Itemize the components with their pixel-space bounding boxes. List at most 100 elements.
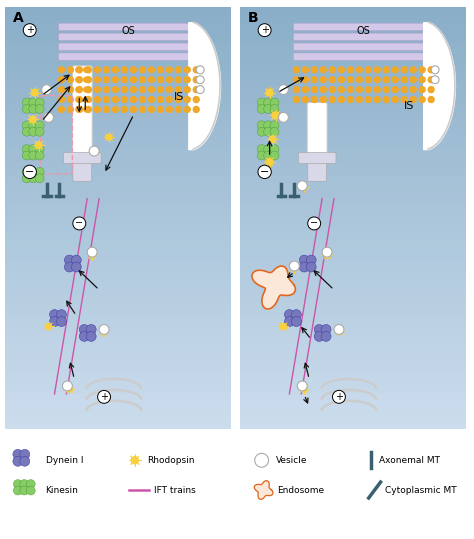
Circle shape xyxy=(193,77,199,82)
Bar xyxy=(240,358,466,365)
Circle shape xyxy=(284,316,294,327)
Bar xyxy=(5,414,231,421)
Bar xyxy=(5,365,231,372)
Text: +: + xyxy=(26,25,34,35)
Bar xyxy=(240,29,466,36)
Circle shape xyxy=(410,77,416,82)
Bar xyxy=(5,36,231,43)
Bar xyxy=(5,211,231,218)
Circle shape xyxy=(356,87,362,93)
Circle shape xyxy=(84,77,89,82)
Bar xyxy=(5,197,231,204)
Bar xyxy=(240,127,466,134)
Circle shape xyxy=(58,67,64,73)
FancyBboxPatch shape xyxy=(293,43,434,51)
Text: B: B xyxy=(248,11,258,25)
Circle shape xyxy=(131,457,138,464)
Circle shape xyxy=(302,77,308,82)
Circle shape xyxy=(410,96,416,102)
Bar xyxy=(5,225,231,232)
Circle shape xyxy=(302,67,308,73)
Circle shape xyxy=(320,96,326,102)
Circle shape xyxy=(76,87,81,92)
Circle shape xyxy=(139,67,146,73)
Circle shape xyxy=(76,67,81,72)
Circle shape xyxy=(72,255,81,265)
Polygon shape xyxy=(255,481,273,499)
Circle shape xyxy=(67,77,73,82)
Circle shape xyxy=(336,328,342,334)
Circle shape xyxy=(76,96,82,102)
Bar xyxy=(240,43,466,50)
Circle shape xyxy=(264,151,273,160)
Text: Dynein I: Dynein I xyxy=(46,456,83,465)
Bar xyxy=(5,246,231,253)
Circle shape xyxy=(29,127,37,136)
Circle shape xyxy=(184,107,190,113)
Bar xyxy=(5,372,231,379)
Circle shape xyxy=(311,96,317,102)
Circle shape xyxy=(284,309,294,320)
FancyBboxPatch shape xyxy=(307,102,327,161)
FancyBboxPatch shape xyxy=(293,53,434,60)
Bar xyxy=(240,15,466,22)
Circle shape xyxy=(301,184,307,190)
Circle shape xyxy=(428,96,434,102)
Circle shape xyxy=(401,77,407,82)
Circle shape xyxy=(130,96,137,102)
Circle shape xyxy=(392,96,398,102)
Bar xyxy=(5,22,231,29)
Bar xyxy=(240,155,466,162)
Circle shape xyxy=(365,77,371,82)
Bar xyxy=(5,106,231,113)
Bar xyxy=(5,302,231,309)
Circle shape xyxy=(157,96,163,102)
Bar xyxy=(5,92,231,99)
Bar xyxy=(240,134,466,141)
Bar xyxy=(240,239,466,246)
Circle shape xyxy=(103,77,109,82)
Bar xyxy=(5,386,231,393)
Bar xyxy=(240,162,466,169)
Circle shape xyxy=(22,168,31,176)
Circle shape xyxy=(22,98,31,107)
Circle shape xyxy=(84,87,89,92)
Circle shape xyxy=(67,67,73,73)
Circle shape xyxy=(293,77,299,82)
Bar xyxy=(240,218,466,225)
Circle shape xyxy=(85,67,91,73)
Circle shape xyxy=(35,168,44,176)
Circle shape xyxy=(148,77,154,82)
Bar xyxy=(5,148,231,155)
Circle shape xyxy=(66,386,73,392)
Bar xyxy=(240,337,466,344)
Bar xyxy=(5,190,231,197)
Circle shape xyxy=(63,381,73,391)
Bar xyxy=(5,176,231,183)
Bar xyxy=(240,120,466,127)
Bar xyxy=(5,260,231,267)
Text: Cytoplasmic MT: Cytoplasmic MT xyxy=(384,486,456,494)
Circle shape xyxy=(338,87,344,93)
Circle shape xyxy=(31,89,38,96)
Circle shape xyxy=(85,77,91,82)
Circle shape xyxy=(35,121,44,130)
Circle shape xyxy=(184,87,190,93)
Circle shape xyxy=(89,252,95,258)
Circle shape xyxy=(29,174,37,183)
Bar xyxy=(5,358,231,365)
Circle shape xyxy=(84,107,89,112)
Bar xyxy=(5,43,231,50)
Bar xyxy=(5,274,231,281)
Bar xyxy=(5,379,231,386)
Circle shape xyxy=(112,77,118,82)
Circle shape xyxy=(356,96,362,102)
Circle shape xyxy=(193,107,199,113)
Circle shape xyxy=(299,255,309,265)
Circle shape xyxy=(35,151,44,160)
Circle shape xyxy=(320,87,326,93)
Bar xyxy=(240,176,466,183)
Circle shape xyxy=(314,324,324,334)
Circle shape xyxy=(148,107,154,113)
Circle shape xyxy=(157,77,163,82)
